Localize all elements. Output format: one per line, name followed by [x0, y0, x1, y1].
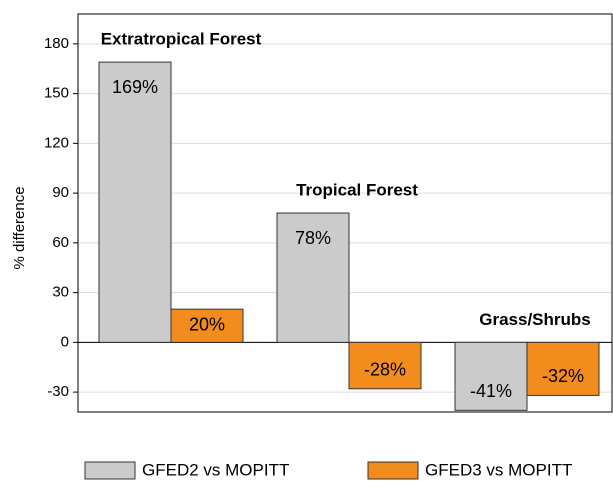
y-tick-label: -30 — [47, 383, 69, 400]
plot-frame — [77, 13, 613, 413]
bar — [170, 308, 244, 343]
legend-swatch — [367, 461, 419, 480]
category-label: Tropical Forest — [296, 180, 418, 199]
y-tick-label: 60 — [52, 234, 69, 251]
value-label: 78% — [295, 228, 331, 248]
value-label: -41% — [470, 381, 512, 401]
legend-label: GFED3 vs MOPITT — [425, 460, 572, 479]
bar — [98, 61, 172, 343]
category-label: Grass/Shrubs — [479, 310, 591, 329]
y-tick-label: 150 — [44, 85, 69, 102]
value-label: 20% — [189, 315, 225, 335]
legend-swatch — [84, 461, 136, 480]
bar — [348, 341, 422, 390]
legend-label: GFED2 vs MOPITT — [142, 460, 289, 479]
y-tick-label: 30 — [52, 284, 69, 301]
value-label: -28% — [364, 360, 406, 380]
value-label: 169% — [112, 77, 158, 97]
bar — [526, 341, 600, 396]
y-tick-label: 120 — [44, 134, 69, 151]
y-axis-label: % difference — [11, 186, 28, 269]
category-label: Extratropical Forest — [101, 30, 262, 49]
y-tick-label: 0 — [61, 333, 69, 350]
y-tick-label: 180 — [44, 35, 69, 52]
value-label: -32% — [542, 366, 584, 386]
bar — [276, 212, 350, 343]
y-tick-label: 90 — [52, 184, 69, 201]
